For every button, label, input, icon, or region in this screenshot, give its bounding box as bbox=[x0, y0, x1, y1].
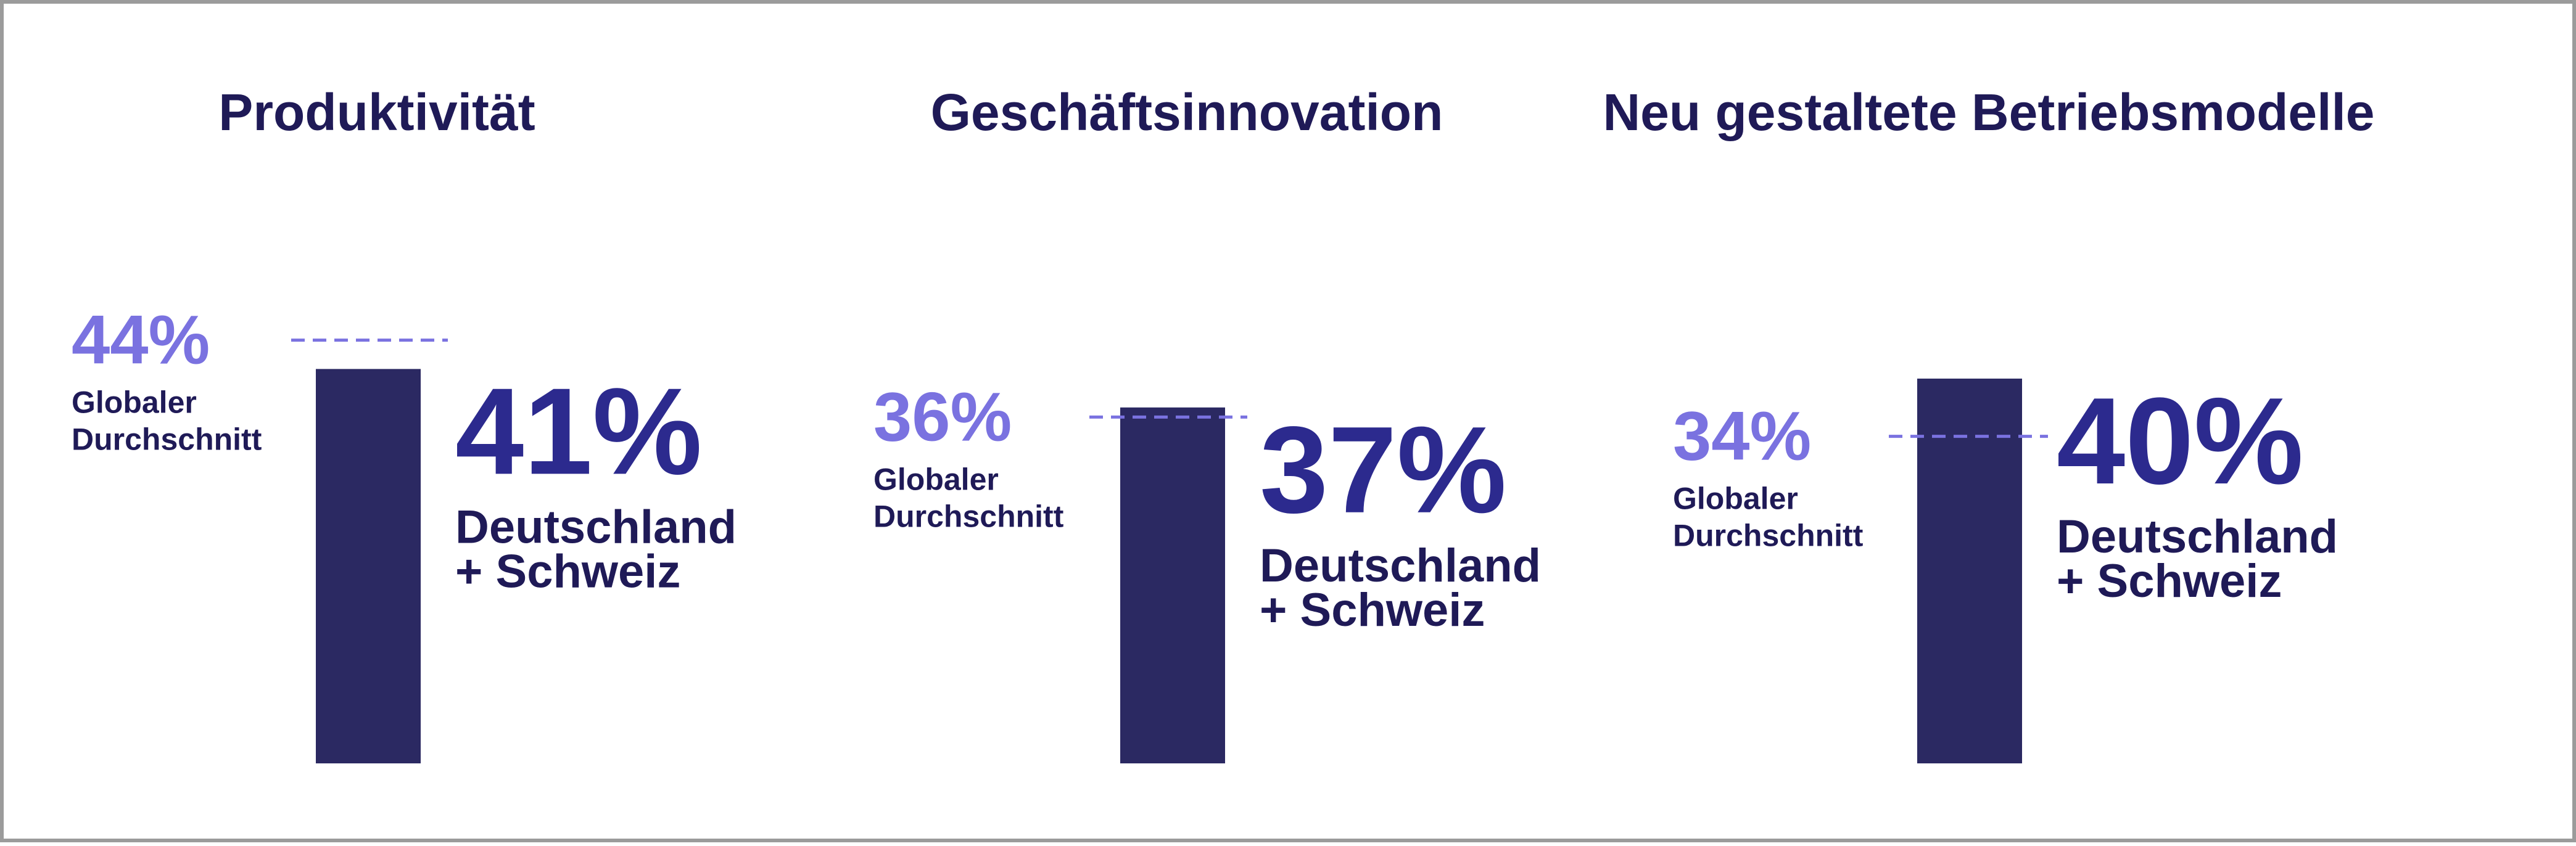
region-label: Deutschland bbox=[455, 501, 737, 553]
region-value: 41% bbox=[455, 363, 702, 500]
chart-panel-3: Neu gestaltete Betriebsmodelle 34% Globale… bbox=[1603, 83, 2375, 763]
global-average-value: 36% bbox=[873, 378, 1012, 455]
region-value: 37% bbox=[1260, 401, 1506, 539]
global-average-value: 34% bbox=[1673, 398, 1811, 475]
value-bar bbox=[1120, 407, 1225, 763]
region-label: Deutschland bbox=[1260, 540, 1541, 592]
global-average-label: Globaler bbox=[1673, 482, 1798, 516]
panel-title: Geschäftsinnovation bbox=[931, 83, 1443, 141]
global-average-label: Globaler bbox=[873, 462, 999, 496]
global-average-label: Durchschnitt bbox=[1673, 519, 1864, 553]
global-average-label: Durchschnitt bbox=[72, 422, 262, 457]
region-label: + Schweiz bbox=[455, 545, 680, 598]
region-label: + Schweiz bbox=[2057, 555, 2282, 607]
panel-title: Neu gestaltete Betriebsmodelle bbox=[1603, 83, 2374, 141]
value-bar bbox=[316, 369, 421, 763]
global-average-label: Durchschnitt bbox=[873, 499, 1064, 533]
region-value: 40% bbox=[2057, 372, 2303, 510]
panel-title: Produktivität bbox=[218, 83, 535, 141]
region-label: Deutschland bbox=[2057, 511, 2338, 563]
region-label: + Schweiz bbox=[1260, 584, 1485, 636]
value-bar bbox=[1917, 379, 2022, 763]
chart-panel-2: Geschäftsinnovation 36% GlobalerDurchschni… bbox=[873, 83, 1541, 763]
global-average-label: Globaler bbox=[72, 385, 197, 420]
global-average-value: 44% bbox=[72, 302, 210, 379]
